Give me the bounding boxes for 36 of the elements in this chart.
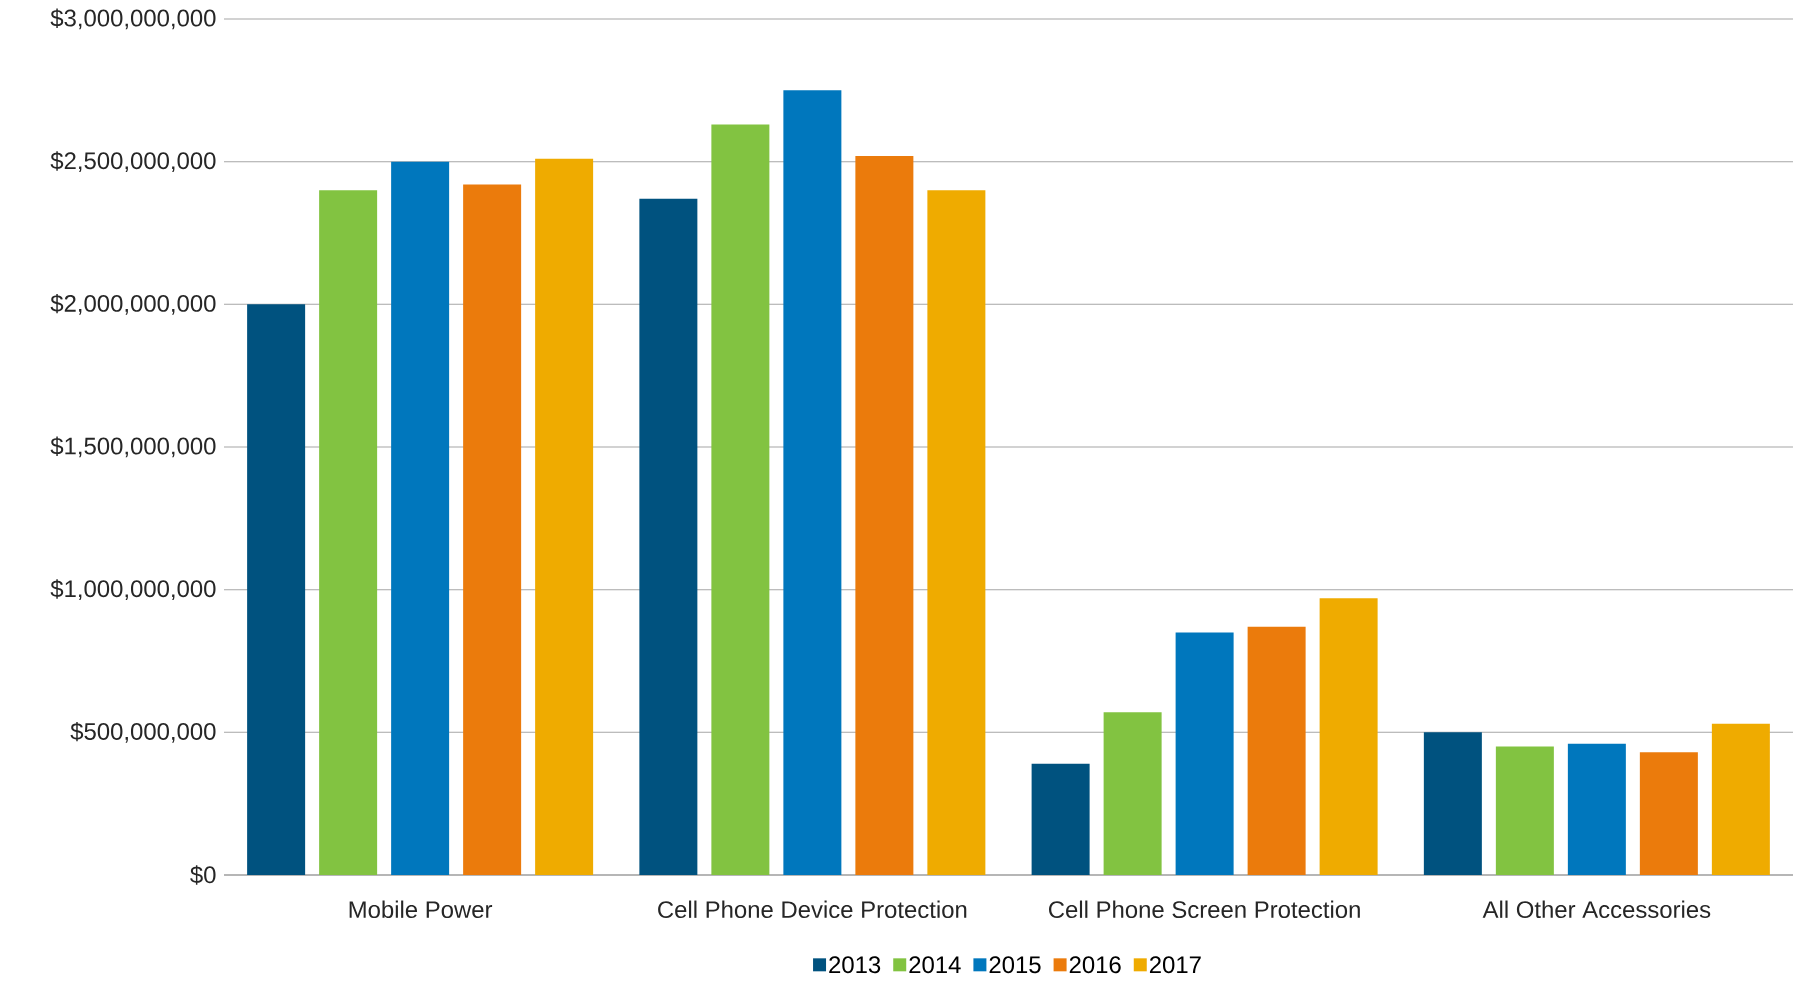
y-tick-label: $2,000,000,000 [50,293,216,315]
bar [1031,763,1090,875]
y-tick-label: $3,000,000,000 [50,8,216,30]
bar [319,190,378,875]
y-tick-label: $1,000,000,000 [50,579,216,601]
legend-label: 2016 [1069,956,1121,974]
legend-label: 2014 [909,956,961,974]
y-tick-label: $500,000,000 [70,721,216,743]
bar [1567,743,1626,875]
bar [1639,752,1698,875]
bar [247,304,306,875]
bar [1175,632,1234,875]
x-tick-label: Mobile Power [349,900,493,919]
bar [1423,732,1482,875]
bar [711,124,770,875]
bar [391,161,450,875]
bar [1495,746,1554,875]
y-tick-label: $0 [190,865,216,885]
x-tick-label: Cell Phone Screen Protection [1049,900,1360,919]
legend-label: 2013 [829,956,881,974]
legend-label: 2015 [989,956,1041,974]
bar [783,90,842,875]
bar [463,184,522,875]
y-tick-label: $1,500,000,000 [50,436,216,458]
bar [639,198,698,875]
x-tick-label: Cell Phone Device Protection [658,900,967,919]
bar [1103,712,1162,875]
x-tick-label: All Other Accessories [1482,900,1711,919]
bar [855,155,914,875]
legend-label: 2017 [1149,956,1201,974]
y-tick-label: $2,500,000,000 [50,151,216,173]
bar [1319,598,1378,875]
bar [535,158,594,875]
bar [927,190,986,875]
bar [1711,723,1770,875]
bar [1247,626,1306,875]
